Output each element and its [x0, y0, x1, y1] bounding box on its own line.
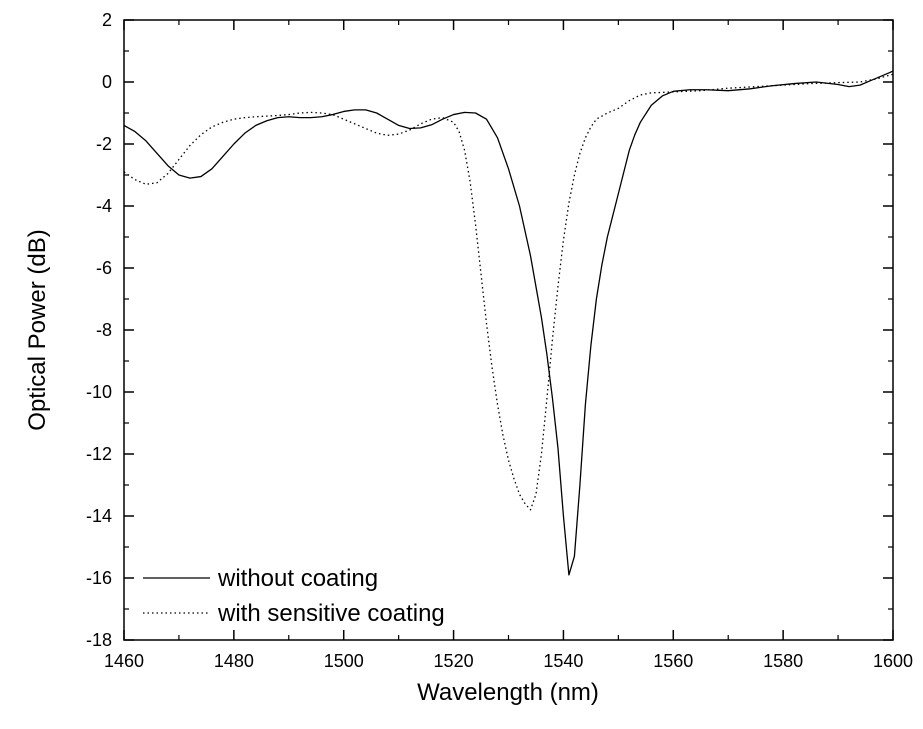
legend-label-with-sensitive-coating: with sensitive coating: [217, 600, 445, 627]
y-tick-label: -12: [86, 444, 112, 464]
x-axis-title: Wavelength (nm): [417, 679, 599, 706]
y-tick-label: -18: [86, 630, 112, 650]
plot-frame: [123, 19, 894, 641]
series-line-without-coating: [123, 70, 894, 576]
axis-tick-labels: 1460 1480 1500 1520 1540 1560 1580 1600 -18 -16 -1…: [86, 10, 913, 671]
y-tick-label: -10: [86, 382, 112, 402]
y-tick-label: -14: [86, 506, 112, 526]
y-tick-label: 2: [102, 10, 112, 30]
series-line-with-sensitive-coating: [123, 73, 894, 511]
x-tick-label: 1460: [104, 651, 144, 671]
legend-label-without-coating: without coating: [217, 565, 378, 592]
x-tick-label: 1480: [214, 651, 254, 671]
y-tick-label: -8: [96, 320, 112, 340]
x-tick-label: 1560: [653, 651, 693, 671]
y-tick-label: -2: [96, 134, 112, 154]
x-tick-label: 1600: [873, 651, 913, 671]
y-tick-label: -4: [96, 196, 112, 216]
y-tick-label: -6: [96, 258, 112, 278]
y-tick-label: 0: [102, 72, 112, 92]
x-tick-label: 1500: [324, 651, 364, 671]
y-axis-title: Optical Power (dB): [24, 229, 51, 430]
x-tick-label: 1520: [434, 651, 474, 671]
x-tick-label: 1540: [543, 651, 583, 671]
axis-ticks: [123, 19, 894, 641]
y-tick-label: -16: [86, 568, 112, 588]
series-layer: [123, 70, 894, 576]
x-tick-label: 1580: [763, 651, 803, 671]
legend: without coating with sensitive coating: [143, 565, 445, 627]
